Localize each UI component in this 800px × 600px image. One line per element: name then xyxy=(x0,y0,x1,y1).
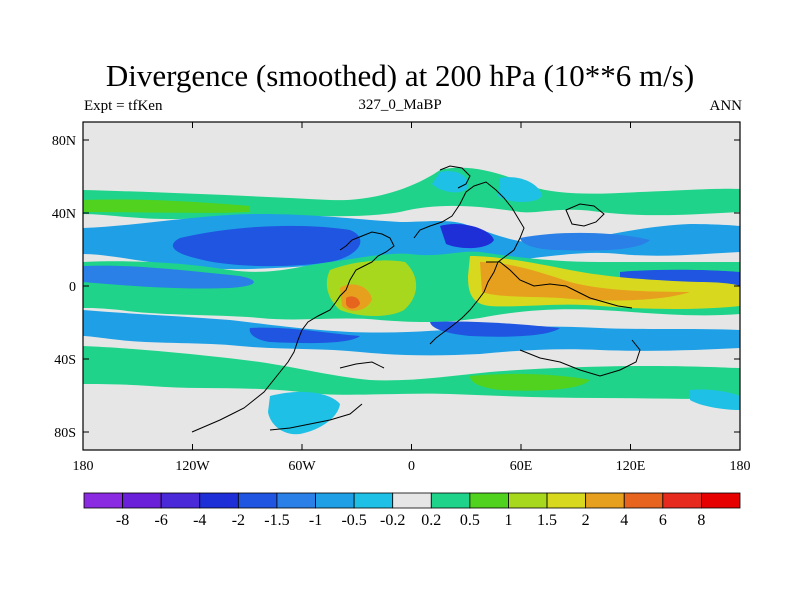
colorbar-swatch xyxy=(353,492,394,509)
field-negative-core-east xyxy=(440,223,494,249)
colorbar-swatch xyxy=(315,492,355,509)
field-antarctic-negative xyxy=(268,391,340,435)
coast-southern-island xyxy=(339,361,385,369)
colorbar-label: -1.5 xyxy=(264,512,289,529)
coast-island-east-asia xyxy=(565,203,605,227)
colorbar-swatch xyxy=(546,492,587,509)
field-positive-asia-orange xyxy=(480,262,690,301)
colorbar-swatch xyxy=(276,492,316,509)
divergence-field xyxy=(83,150,740,435)
coast-africa-south xyxy=(429,261,499,345)
colorbar-swatch xyxy=(392,492,432,509)
y-axis: 80N 40N 0 40S 80S xyxy=(52,134,740,441)
chart-title: Divergence (smoothed) at 200 hPa (10**6 … xyxy=(105,58,695,93)
colorbar-label: -2 xyxy=(232,512,245,529)
coast-south-asia xyxy=(486,261,633,309)
colorbar-swatch xyxy=(623,492,664,509)
field-negative-core-atlantic xyxy=(172,225,361,267)
colorbar-label: -4 xyxy=(193,512,206,529)
field-negative-core-asia xyxy=(520,232,650,251)
colorbar-swatch xyxy=(199,492,239,509)
coast-south-america-south xyxy=(191,301,337,433)
field-north-blue-patch-2 xyxy=(498,177,542,202)
x-tick-label: 60W xyxy=(288,459,316,474)
colorbar-label: -8 xyxy=(116,512,129,529)
field-polar-negative-east xyxy=(690,389,740,410)
coast-south-america-north xyxy=(335,231,395,303)
coast-australia xyxy=(519,339,641,377)
colorbar-swatch xyxy=(508,492,548,509)
x-tick-label: 0 xyxy=(408,459,415,474)
colorbar-label: -0.5 xyxy=(341,512,366,529)
colorbar-swatch xyxy=(430,492,471,509)
colorbar-swatch xyxy=(662,492,702,509)
field-southern-negative-core xyxy=(249,327,360,344)
y-tick-label: 0 xyxy=(69,280,76,295)
season-label: ANN xyxy=(709,98,743,114)
colorbar-swatch xyxy=(83,492,123,509)
colorbar-label: 1.5 xyxy=(537,512,557,529)
x-tick-label: 120E xyxy=(616,459,646,474)
field-positive-peak-sa xyxy=(346,296,360,309)
y-tick-label: 40S xyxy=(54,353,76,368)
field-southern-negative-core-2 xyxy=(430,321,560,337)
field-arctic-neutral xyxy=(83,150,740,192)
coast-europe xyxy=(439,165,471,189)
colorbar-swatch xyxy=(701,492,741,509)
colorbar-label: 0.2 xyxy=(421,512,441,529)
x-tick-label: 120W xyxy=(175,459,210,474)
field-equatorial-pacific-negative xyxy=(83,265,254,289)
y-tick-label: 80S xyxy=(54,426,76,441)
colorbar-label: 4 xyxy=(620,512,628,529)
colorbar-label: 0.5 xyxy=(460,512,480,529)
x-tick-label: 60E xyxy=(510,459,533,474)
field-band-north-positive-core xyxy=(83,199,250,213)
coast-africa-north xyxy=(413,181,525,263)
y-tick-label: 80N xyxy=(52,134,76,149)
colorbar-label: 6 xyxy=(659,512,667,529)
colorbar-label: -6 xyxy=(155,512,168,529)
coast-antarctic-peninsula xyxy=(269,403,363,431)
x-axis: 180 120W 60W 0 60E 120E 180 xyxy=(73,122,751,474)
colorbar-swatch xyxy=(237,492,278,509)
colorbar-swatch xyxy=(160,492,201,509)
colorbar-label: 1 xyxy=(504,512,512,529)
field-southern-positive-core xyxy=(470,373,590,391)
colorbar-swatch xyxy=(469,492,509,509)
colorbar-label: -0.2 xyxy=(380,512,405,529)
colorbar-label: 2 xyxy=(582,512,590,529)
experiment-label: Expt = tfKen xyxy=(84,98,163,114)
colorbar: -8 -6 -4 -2 -1.5 -1 -0.5 -0.2 0.2 0.5 1 1.5 2 4 6 8 xyxy=(83,492,741,529)
field-band-southern-negative xyxy=(83,310,740,356)
colorbar-label: -1 xyxy=(309,512,322,529)
x-tick-label: 180 xyxy=(73,459,94,474)
coastlines xyxy=(191,165,641,433)
period-label: 327_0_MaBP xyxy=(358,97,442,113)
colorbar-swatch xyxy=(585,492,625,509)
x-tick-label: 180 xyxy=(730,459,751,474)
colorbar-label: 8 xyxy=(697,512,705,529)
y-tick-label: 40N xyxy=(52,207,76,222)
colorbar-swatch xyxy=(122,492,162,509)
